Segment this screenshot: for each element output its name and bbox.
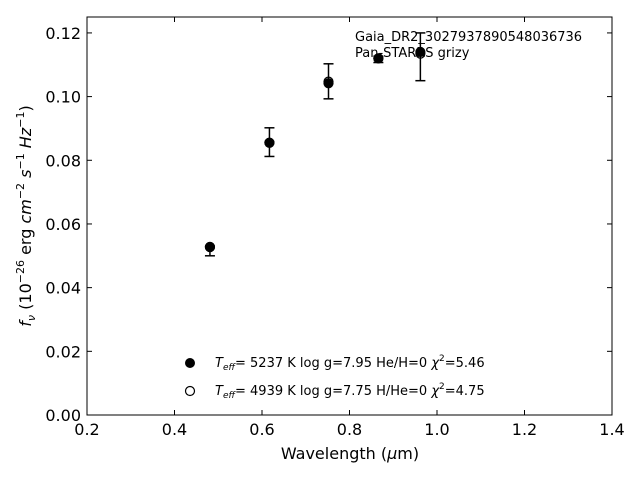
x-tick-label: 0.6 bbox=[249, 420, 274, 439]
y-tick-label: 0.08 bbox=[45, 151, 81, 170]
legend-entry-1: Teff= 5237 K log g=7.95 He/H=0 χ2=5.46 bbox=[215, 354, 485, 373]
annotation-survey: Pan-STARRS grizy bbox=[355, 46, 470, 61]
model-point-open bbox=[264, 137, 275, 148]
x-axis-title: Wavelength (μm) bbox=[281, 444, 419, 463]
x-tick-label: 1.0 bbox=[424, 420, 449, 439]
x-ticks: 0.2 0.4 0.6 0.8 1.0 1.2 1.4 bbox=[74, 17, 625, 439]
x-tick-label: 0.2 bbox=[74, 420, 99, 439]
y-axis-title: fν (10−26 erg cm−2 s−1 Hz−1) bbox=[14, 105, 38, 326]
model-point-open bbox=[373, 53, 384, 64]
legend-2-teff: 4939 bbox=[250, 384, 283, 399]
model-point-open bbox=[323, 76, 334, 87]
y-ticks: 0.00 0.02 0.04 0.06 0.08 0.10 0.12 bbox=[45, 24, 612, 425]
y-tick-label: 0.12 bbox=[45, 24, 81, 43]
annotation-source-id: Gaia_DR2_3027937890548036736 bbox=[355, 30, 582, 45]
error-bars bbox=[204, 32, 426, 257]
data-points bbox=[204, 46, 426, 253]
legend-marker-open bbox=[184, 385, 196, 397]
x-tick-label: 0.4 bbox=[162, 420, 187, 439]
y-tick-label: 0.10 bbox=[45, 88, 81, 107]
y-tick-label: 0.00 bbox=[45, 406, 81, 425]
model-point-open bbox=[415, 48, 426, 59]
x-tick-label: 0.8 bbox=[337, 420, 362, 439]
y-tick-label: 0.04 bbox=[45, 279, 81, 298]
legend-1-chi: =5.46 bbox=[445, 356, 485, 371]
x-tick-label: 1.2 bbox=[512, 420, 537, 439]
y-tick-label: 0.02 bbox=[45, 342, 81, 361]
legend-2-params: K log g=7.75 H/He=0 bbox=[287, 384, 427, 399]
legend-2-chi: =4.75 bbox=[445, 384, 485, 399]
model-point-open bbox=[204, 241, 216, 252]
legend-1-teff: 5237 bbox=[250, 356, 283, 371]
legend-1-params: K log g=7.95 He/H=0 bbox=[287, 356, 427, 371]
y-tick-label: 0.06 bbox=[45, 215, 81, 234]
legend-marker-filled bbox=[185, 358, 195, 368]
legend-entry-2: Teff= 4939 K log g=7.75 H/He=0 χ2=4.75 bbox=[215, 382, 485, 401]
legend: Teff= 5237 K log g=7.95 He/H=0 χ2=5.46 T… bbox=[184, 354, 485, 401]
x-tick-label: 1.4 bbox=[599, 420, 624, 439]
